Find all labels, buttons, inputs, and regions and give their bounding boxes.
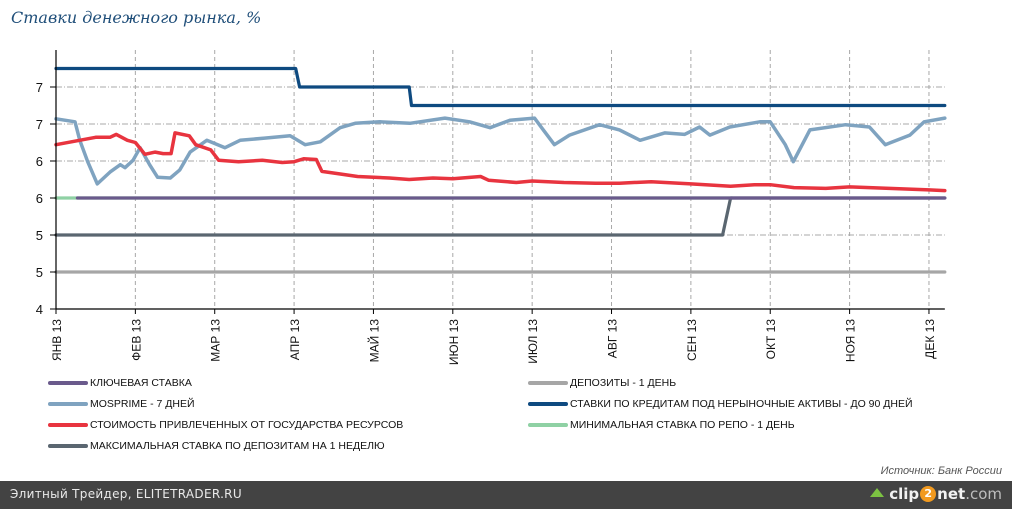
x-tick-label: ОКТ 13 (764, 319, 778, 360)
x-tick-label: МАЙ 13 (366, 319, 381, 363)
x-tick-label: АВГ 13 (606, 319, 620, 359)
y-tick-label: 5 (36, 228, 43, 243)
legend-item: MOSPRIME - 7 ДНЕЙ (48, 398, 195, 410)
y-tick-label: 5 (36, 265, 43, 280)
clip2net-logo[interactable]: clip 2 net .com (870, 485, 1002, 503)
chart-title: Ставки денежного рынка, % (11, 8, 262, 27)
chart-canvas: 4 5 5 6 6 7 7 ЯНВ 13 ФЕВ 13 МАР 13 АПР 13 МАЙ 13 ИЮН… (36, 50, 947, 365)
legend-swatch (528, 381, 568, 385)
series-line-2 (54, 131, 947, 193)
legend-item: КЛЮЧЕВАЯ СТАВКА (48, 377, 192, 389)
x-tick-label: ЯНВ 13 (50, 319, 64, 361)
legend-label: МИНИМАЛЬНАЯ СТАВКА ПО РЕПО - 1 ДЕНЬ (570, 419, 795, 431)
legend-swatch (528, 423, 568, 427)
x-tick-label: ИЮЛ 13 (526, 319, 540, 364)
logo-text-mid: 2 (920, 486, 937, 502)
legend-item: ДЕПОЗИТЫ - 1 ДЕНЬ (528, 377, 676, 389)
legend-label: СТОИМОСТЬ ПРИВЛЕЧЕННЫХ ОТ ГОСУДАРСТВА РЕ… (90, 419, 404, 431)
y-tick-label: 7 (36, 117, 43, 132)
legend-swatch (48, 381, 88, 385)
legend-label: MOSPRIME - 7 ДНЕЙ (90, 398, 195, 410)
series-line-3 (54, 196, 947, 237)
series-line-5 (54, 66, 947, 108)
y-tick-label: 6 (36, 154, 43, 169)
legend-item: СТОИМОСТЬ ПРИВЛЕЧЕННЫХ ОТ ГОСУДАРСТВА РЕ… (48, 419, 403, 431)
legend-label: ДЕПОЗИТЫ - 1 ДЕНЬ (570, 377, 677, 389)
legend-swatch (48, 402, 88, 406)
logo-text-suffix: .com (965, 485, 1002, 503)
legend-label: МАКСИМАЛЬНАЯ СТАВКА ПО ДЕПОЗИТАМ НА 1 НЕ… (90, 440, 385, 452)
logo-text-right: net (937, 485, 966, 503)
y-tick-label: 6 (36, 191, 43, 206)
legend-swatch (48, 423, 88, 427)
x-tick-label: ФЕВ 13 (129, 319, 143, 361)
y-tick-label: 7 (36, 80, 43, 95)
series-line-1 (54, 116, 947, 186)
upload-arrow-icon (870, 487, 885, 497)
legend-item: МИНИМАЛЬНАЯ СТАВКА ПО РЕПО - 1 ДЕНЬ (528, 419, 795, 431)
x-tick-label: АПР 13 (288, 319, 302, 361)
axes: 4 5 5 6 6 7 7 ЯНВ 13 ФЕВ 13 МАР 13 АПР 13 МАЙ 13 ИЮН… (36, 50, 945, 365)
site-label: Элитный Трейдер, ELITETRADER.RU (10, 487, 242, 501)
legend-item: СТАВКИ ПО КРЕДИТАМ ПОД НЕРЫНОЧНЫЕ АКТИВЫ… (528, 398, 913, 410)
source-note: Источник: Банк России (880, 465, 1002, 477)
x-tick-label: ДЕК 13 (923, 319, 937, 359)
x-tick-label: ИЮН 13 (447, 319, 461, 365)
logo-text-left: clip (889, 485, 920, 503)
x-tick-label: СЕН 13 (685, 319, 699, 361)
series-layer (54, 66, 947, 274)
x-tick-label: НОЯ 13 (844, 319, 858, 362)
y-tick-label: 4 (36, 302, 43, 317)
legend-item: МАКСИМАЛЬНАЯ СТАВКА ПО ДЕПОЗИТАМ НА 1 НЕ… (48, 440, 385, 452)
legend-swatch (48, 444, 88, 448)
footer-bar: Элитный Трейдер, ELITETRADER.RU clip 2 n… (0, 481, 1012, 509)
legend-label: КЛЮЧЕВАЯ СТАВКА (90, 377, 192, 389)
legend-label: СТАВКИ ПО КРЕДИТАМ ПОД НЕРЫНОЧНЫЕ АКТИВЫ… (570, 398, 913, 410)
legend-swatch (528, 402, 568, 406)
x-tick-label: МАР 13 (209, 319, 223, 362)
